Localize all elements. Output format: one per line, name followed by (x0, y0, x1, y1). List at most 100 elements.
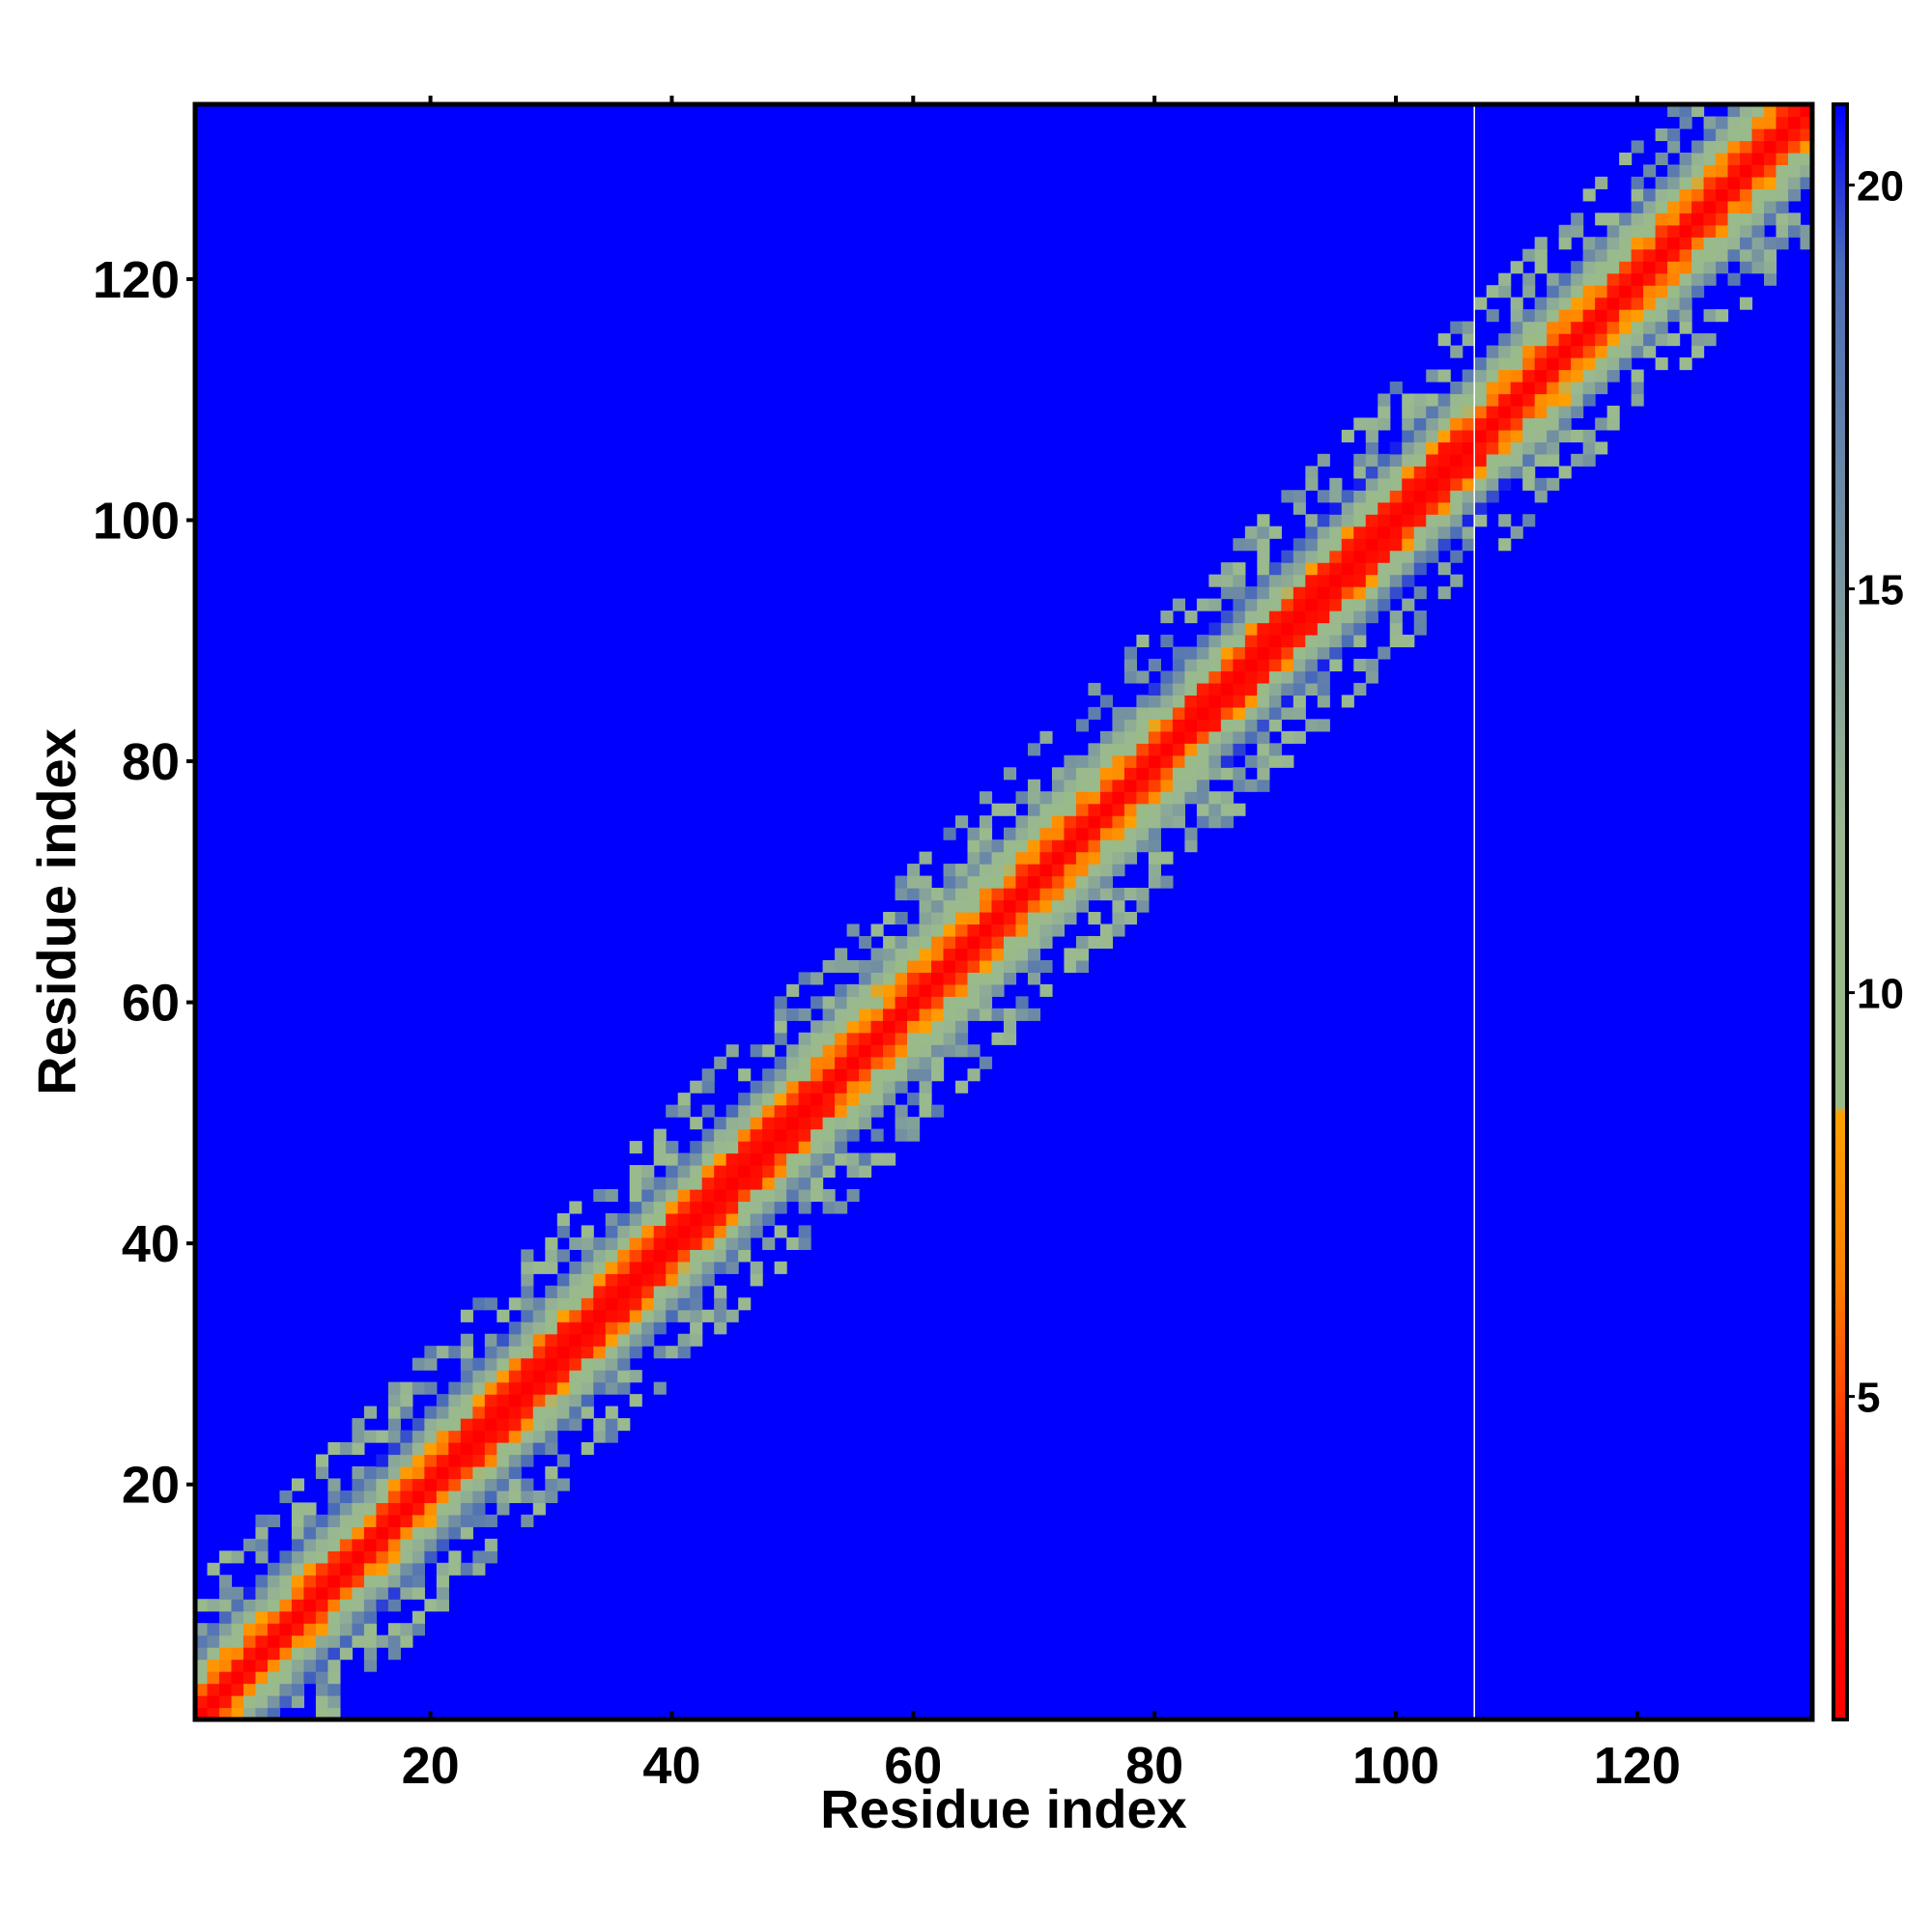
heatmap-cell (279, 1683, 293, 1696)
heatmap-cell (1353, 658, 1367, 672)
heatmap-cell (1329, 586, 1343, 600)
heatmap-cell (1317, 682, 1330, 696)
heatmap-cell (859, 1056, 872, 1069)
heatmap-cell (762, 1188, 776, 1203)
heatmap-cell (1305, 646, 1319, 660)
heatmap-cell (1004, 888, 1017, 901)
heatmap-cell (1510, 466, 1523, 479)
heatmap-cell (195, 1634, 209, 1648)
heatmap-cell (907, 972, 921, 985)
heatmap-cell (484, 1514, 497, 1527)
heatmap-cell (1281, 754, 1294, 768)
heatmap-cell (436, 1538, 449, 1551)
heatmap-cell (1293, 646, 1306, 660)
heatmap-cell (835, 959, 848, 973)
heatmap-cell (1039, 923, 1053, 937)
heatmap-cell (943, 948, 956, 961)
heatmap-cell (231, 1550, 244, 1564)
heatmap-cell (967, 1008, 980, 1021)
heatmap-cell (460, 1309, 473, 1322)
heatmap-cell (980, 923, 993, 937)
heatmap-cell (666, 1309, 679, 1322)
heatmap-cell (1606, 224, 1620, 238)
heatmap-cell (1353, 622, 1367, 636)
heatmap-cell (387, 1454, 401, 1467)
heatmap-cell (1353, 453, 1367, 467)
heatmap-cell (436, 1575, 449, 1588)
heatmap-cell (1112, 743, 1125, 756)
heatmap-cell (1220, 695, 1234, 708)
heatmap-cell (980, 791, 993, 805)
heatmap-cell (581, 1394, 594, 1407)
heatmap-cell (231, 1671, 244, 1685)
heatmap-cell (556, 1309, 570, 1322)
heatmap-cell (1341, 514, 1354, 527)
heatmap-cell (1547, 333, 1560, 347)
heatmap-cell (1353, 417, 1367, 431)
heatmap-cell (1534, 309, 1548, 323)
heatmap-cell (883, 1020, 896, 1034)
heatmap-cell (339, 1526, 353, 1540)
heatmap-cell (1619, 333, 1633, 347)
heatmap-cell (400, 1430, 413, 1443)
heatmap-cell (1317, 646, 1330, 660)
heatmap-cell (352, 1418, 365, 1432)
heatmap-cell (1233, 658, 1246, 672)
heatmap-cell (762, 1080, 776, 1094)
heatmap-cell (701, 1141, 715, 1154)
heatmap-cell (279, 1550, 293, 1564)
heatmap-cell (822, 1201, 836, 1214)
heatmap-cell (1184, 791, 1198, 805)
heatmap-cell (1208, 719, 1222, 732)
heatmap-cell (1220, 815, 1234, 829)
heatmap-cell (1522, 514, 1536, 527)
heatmap-cell (1426, 477, 1439, 491)
heatmap-cell (1208, 646, 1222, 660)
heatmap-cell (1631, 333, 1644, 347)
heatmap-cell (1631, 272, 1644, 286)
heatmap-cell (291, 1623, 305, 1636)
heatmap-cell (1498, 369, 1512, 383)
heatmap-cell (1498, 514, 1512, 527)
heatmap-cell (339, 1442, 353, 1456)
heatmap-cell (1643, 200, 1657, 213)
heatmap-cell (521, 1454, 534, 1467)
heatmap-cell (1474, 453, 1488, 467)
heatmap-cell (327, 1562, 341, 1576)
heatmap-cell (484, 1465, 497, 1480)
heatmap-cell (1764, 200, 1777, 213)
x-tick-label: 40 (642, 1737, 700, 1795)
heatmap-cell (1293, 611, 1306, 624)
heatmap-cell (1281, 490, 1294, 503)
heatmap-cell (1679, 188, 1692, 202)
heatmap-cell (1486, 381, 1499, 395)
heatmap-cell (1426, 466, 1439, 479)
heatmap-cell (1631, 200, 1644, 213)
heatmap-cell (315, 1683, 329, 1696)
heatmap-cell (1703, 164, 1717, 178)
heatmap-cell (822, 1093, 836, 1106)
heatmap-cell (412, 1562, 425, 1576)
heatmap-cell (1293, 598, 1306, 611)
heatmap-cell (1160, 743, 1174, 756)
heatmap-cell (1703, 152, 1717, 165)
heatmap-cell (883, 1080, 896, 1094)
heatmap-cell (387, 1394, 401, 1407)
heatmap-cell (472, 1454, 486, 1467)
heatmap-cell (690, 1152, 703, 1166)
heatmap-cell (1136, 803, 1150, 816)
heatmap-cell (738, 1152, 752, 1166)
heatmap-cell (1196, 754, 1209, 768)
heatmap-cell (1075, 875, 1090, 889)
heatmap-cell (1365, 514, 1378, 527)
heatmap-cell (895, 959, 908, 973)
heatmap-cell (1558, 369, 1572, 383)
heatmap-cell (1317, 490, 1330, 503)
heatmap-cell (1740, 224, 1753, 238)
heatmap-cell (810, 1093, 824, 1106)
heatmap-cell (1220, 754, 1234, 768)
heatmap-cell (980, 815, 993, 829)
heatmap-cell (991, 875, 1005, 889)
heatmap-cell (532, 1418, 546, 1432)
heatmap-cell (810, 972, 824, 985)
